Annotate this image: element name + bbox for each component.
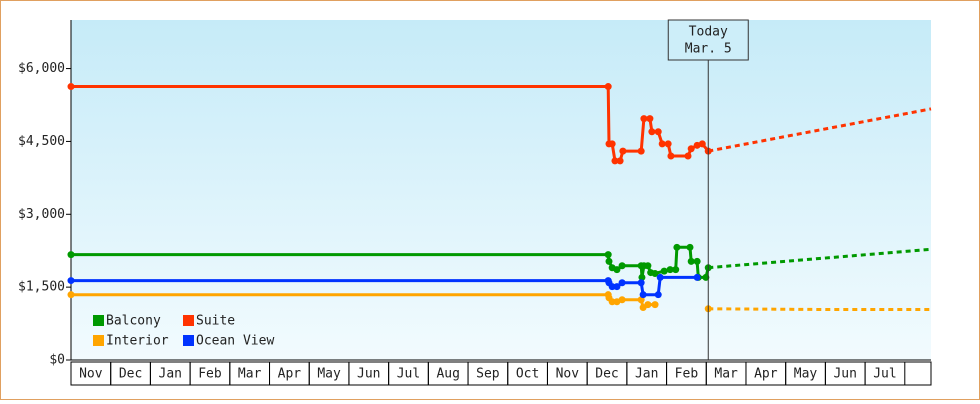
price-marker <box>67 251 75 259</box>
x-tick-label: Apr <box>278 367 302 382</box>
today-date: Mar. 5 <box>685 42 732 57</box>
price-marker <box>613 266 621 274</box>
price-marker <box>616 157 624 165</box>
price-marker <box>646 115 654 123</box>
today-box <box>667 19 749 61</box>
price-marker <box>687 257 695 265</box>
x-tick-label: Jun <box>833 367 856 382</box>
price-marker <box>67 83 75 91</box>
price-marker <box>693 273 701 281</box>
price-marker <box>637 147 645 155</box>
y-tick-label: $3,000 <box>18 207 65 222</box>
price-marker <box>698 140 706 148</box>
price-marker <box>608 140 616 148</box>
price-marker <box>684 152 692 160</box>
legend-swatch <box>183 335 194 346</box>
price-marker <box>673 243 681 251</box>
x-tick-label: Mar <box>714 367 738 382</box>
x-tick-label: Oct <box>516 367 539 382</box>
x-axis-box <box>70 361 932 386</box>
legend-label: Balcony <box>106 314 161 329</box>
price-marker <box>687 145 695 153</box>
x-tick-label: May <box>794 367 818 382</box>
price-marker <box>640 115 648 123</box>
price-marker <box>639 291 647 299</box>
x-tick-label: Jul <box>397 367 420 382</box>
price-marker <box>611 157 619 165</box>
legend-label: Suite <box>196 314 235 329</box>
forecast-line <box>708 307 931 311</box>
price-marker <box>651 301 659 309</box>
x-tick-label: Apr <box>754 367 778 382</box>
price-marker <box>660 267 668 275</box>
price-marker <box>618 296 626 304</box>
x-tick-label: Jan <box>635 367 658 382</box>
plot-area <box>71 20 931 360</box>
y-tick-label: $6,000 <box>18 61 65 76</box>
y-tick-label: $4,500 <box>18 134 65 149</box>
price-marker <box>672 266 680 274</box>
price-marker <box>613 283 621 291</box>
price-marker <box>604 251 612 259</box>
today-label: Today <box>689 25 728 40</box>
y-tick-label: $0 <box>49 353 65 368</box>
price-marker <box>648 128 656 136</box>
price-marker <box>702 273 710 281</box>
price-marker <box>667 152 675 160</box>
price-marker <box>664 140 672 148</box>
x-tick-label: Feb <box>198 367 222 382</box>
price-marker <box>638 273 646 281</box>
x-tick-label: Nov <box>79 367 103 382</box>
price-marker <box>644 262 652 270</box>
x-tick-label: Jan <box>159 367 182 382</box>
x-tick-label: Nov <box>556 367 580 382</box>
legend-swatch <box>93 335 104 346</box>
price-marker <box>67 291 75 299</box>
forecast-line <box>708 107 932 153</box>
x-tick-label: Jun <box>357 367 380 382</box>
price-marker <box>654 128 662 136</box>
x-tick-label: May <box>317 367 341 382</box>
legend-swatch <box>183 315 194 326</box>
x-tick-label: Dec <box>595 367 618 382</box>
price-marker <box>686 243 694 251</box>
price-marker <box>619 147 627 155</box>
forecast-line <box>708 247 932 270</box>
x-tick-label: Mar <box>238 367 262 382</box>
price-marker <box>618 262 626 270</box>
x-tick-label: Sep <box>476 367 500 382</box>
price-marker <box>651 270 659 278</box>
price-marker <box>656 273 664 281</box>
x-tick-label: Feb <box>675 367 699 382</box>
price-marker <box>693 257 701 265</box>
price-marker <box>605 257 613 265</box>
price-marker <box>644 301 652 309</box>
x-tick-label: Jul <box>873 367 896 382</box>
price-marker <box>604 83 612 91</box>
price-marker <box>654 291 662 299</box>
legend-label: Ocean View <box>196 334 274 349</box>
price-marker <box>618 279 626 287</box>
legend-swatch <box>93 315 104 326</box>
x-tick-label: Aug <box>436 367 459 382</box>
price-marker <box>637 279 645 287</box>
legend-label: Interior <box>106 334 169 349</box>
x-tick-label: Dec <box>119 367 142 382</box>
price-marker <box>658 140 666 148</box>
price-marker <box>666 266 674 274</box>
y-tick-label: $1,500 <box>18 280 65 295</box>
price-marker <box>67 277 75 285</box>
